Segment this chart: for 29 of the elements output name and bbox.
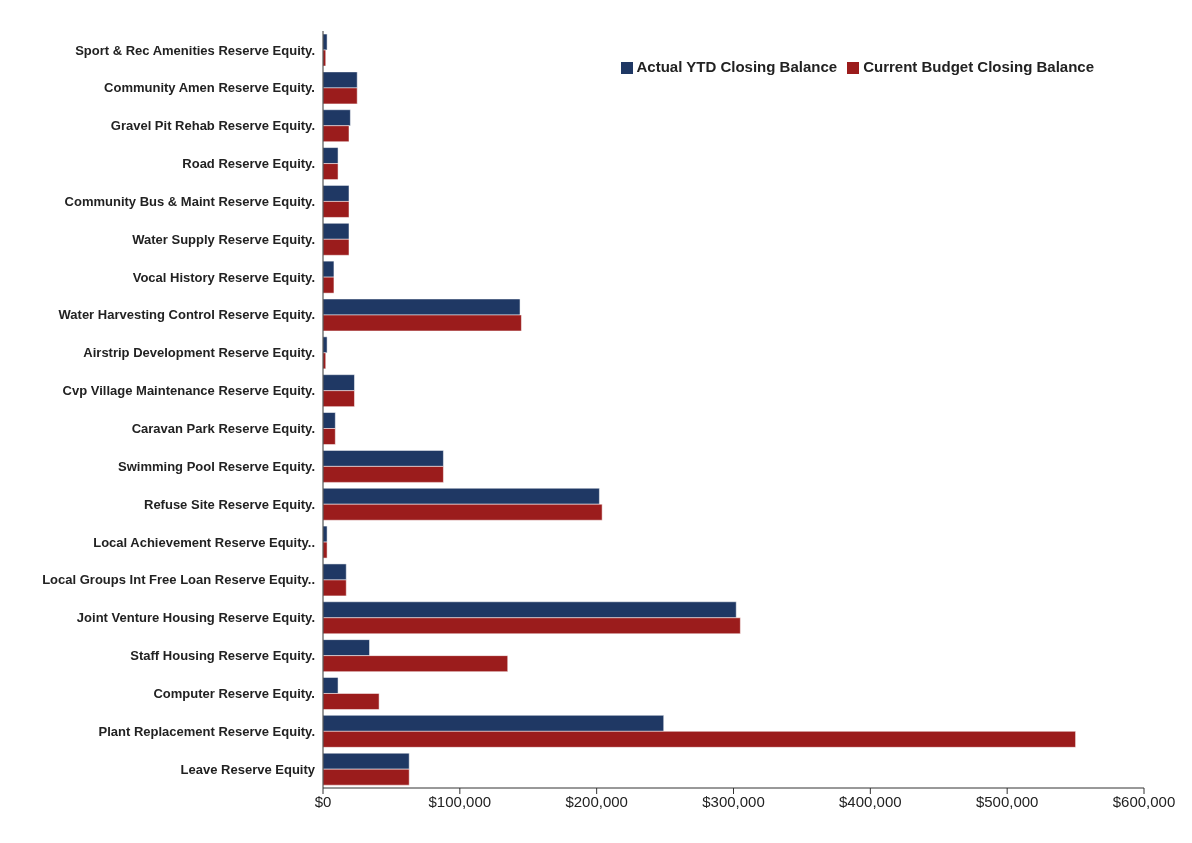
y-tick-label: Plant Replacement Reserve Equity. <box>98 723 315 739</box>
y-tick-label: Caravan Park Reserve Equity. <box>131 421 315 437</box>
y-tick-label: Community Amen Reserve Equity. <box>104 80 315 96</box>
y-tick-label: Gravel Pit Rehab Reserve Equity. <box>110 118 315 134</box>
y-tick-label: Cvp Village Maintenance Reserve Equity. <box>62 383 315 399</box>
y-tick-label: Joint Venture Housing Reserve Equity. <box>76 610 315 626</box>
y-tick-label: Computer Reserve Equity. <box>153 685 315 701</box>
x-tick-label: $600,000 <box>1112 792 1176 810</box>
x-tick-label: $500,000 <box>975 792 1039 810</box>
x-tick-label: $300,000 <box>702 792 765 810</box>
y-tick-label: Community Bus & Maint Reserve Equity. <box>64 193 315 209</box>
y-tick-label: Airstrip Development Reserve Equity. <box>83 345 315 361</box>
y-tick-label: Water Harvesting Control Reserve Equity. <box>58 307 315 323</box>
y-tick-label: Staff Housing Reserve Equity. <box>130 648 315 664</box>
legend-label: Current Budget Closing Balance <box>863 58 1094 75</box>
legend-label: Actual YTD Closing Balance <box>636 58 838 75</box>
y-tick-label: Leave Reserve Equity <box>180 761 316 777</box>
y-tick-label: Road Reserve Equity. <box>182 156 315 172</box>
y-tick-label: Swimming Pool Reserve Equity. <box>118 458 315 474</box>
y-tick-label: Refuse Site Reserve Equity. <box>144 496 315 512</box>
y-tick-label: Local Groups Int Free Loan Reserve Equity.. <box>42 572 315 588</box>
y-tick-label: Local Achievement Reserve Equity.. <box>93 534 315 550</box>
y-tick-label: Vocal History Reserve Equity. <box>132 269 315 285</box>
x-tick-label: $400,000 <box>839 792 902 810</box>
x-tick-label: $100,000 <box>428 792 492 810</box>
x-tick-label: $0 <box>314 792 332 810</box>
y-tick-label: Sport & Rec Amenities Reserve Equity. <box>75 42 315 58</box>
y-tick-label: Water Supply Reserve Equity. <box>132 231 315 247</box>
x-tick-label: $200,000 <box>565 792 628 810</box>
